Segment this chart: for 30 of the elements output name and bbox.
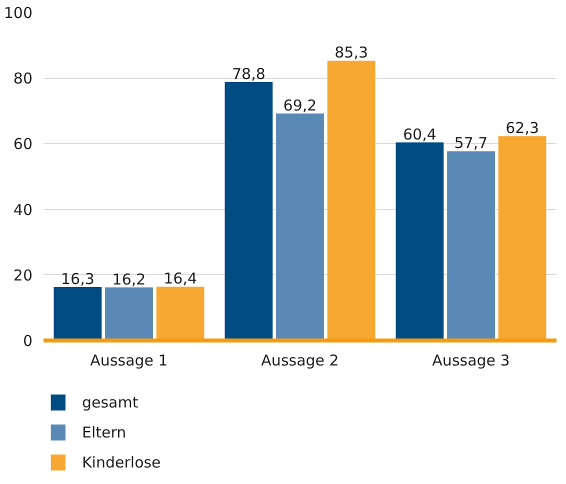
- y-tick-label: 100: [4, 4, 33, 22]
- bar: [396, 142, 444, 340]
- x-tick-label: Aussage 1: [90, 352, 168, 370]
- y-tick-label: 60: [13, 135, 33, 154]
- data-label: 16,4: [164, 270, 198, 288]
- bar: [447, 151, 495, 340]
- data-label: 69,2: [283, 96, 317, 115]
- data-label: 78,8: [232, 65, 266, 84]
- data-label: 62,3: [506, 119, 540, 138]
- x-tick-label: Aussage 3: [432, 352, 510, 370]
- bar: [498, 136, 546, 340]
- y-tick-label: 40: [13, 200, 33, 219]
- bar: [156, 286, 204, 340]
- data-label: 85,3: [334, 44, 368, 62]
- y-tick-label: 20: [13, 266, 33, 284]
- data-label: 60,4: [403, 125, 436, 144]
- bar: [276, 114, 324, 340]
- data-label: 57,7: [454, 134, 488, 152]
- legend-label: gesamt: [82, 394, 138, 412]
- x-tick-label: Aussage 2: [261, 352, 339, 370]
- y-tick-label: 0: [22, 332, 33, 350]
- bar: [327, 60, 376, 340]
- y-tick-label: 80: [13, 70, 33, 88]
- legend-label: Kinderlose: [82, 454, 161, 472]
- data-label: 16,2: [112, 270, 146, 288]
- bar: [224, 82, 273, 340]
- bar: [54, 287, 102, 340]
- legend-label: Eltern: [82, 424, 126, 442]
- bar: [105, 287, 153, 340]
- data-label: 16,3: [61, 270, 94, 288]
